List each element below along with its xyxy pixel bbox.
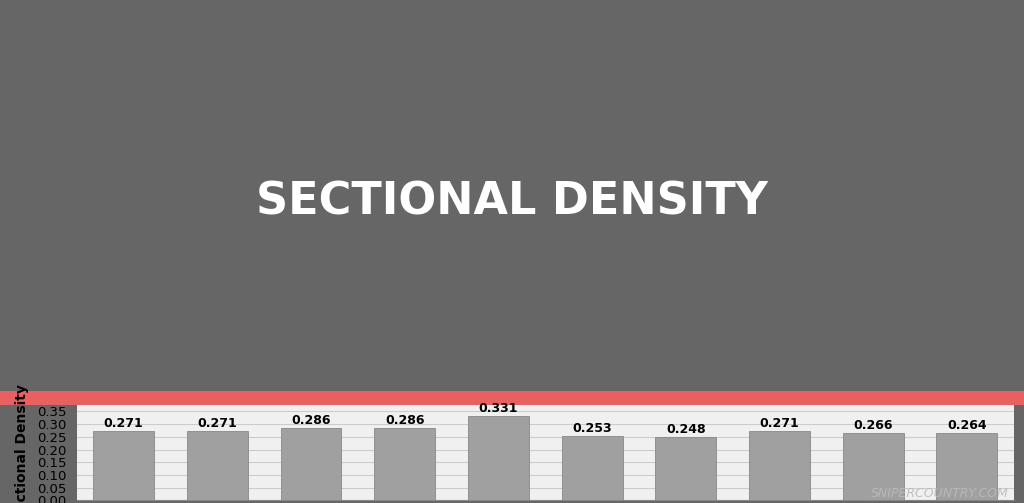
Text: 0.264: 0.264	[947, 419, 987, 432]
Text: 0.266: 0.266	[853, 418, 893, 432]
Text: SNIPERCOUNTRY.COM: SNIPERCOUNTRY.COM	[871, 486, 1009, 499]
Bar	[750, 432, 810, 500]
Text: 0.248: 0.248	[666, 423, 706, 436]
Bar	[93, 432, 154, 500]
Text: 0.271: 0.271	[760, 417, 800, 431]
Text: SECTIONAL DENSITY: SECTIONAL DENSITY	[256, 181, 768, 224]
Bar	[375, 428, 435, 500]
Text: 0.286: 0.286	[385, 413, 425, 427]
Text: 0.271: 0.271	[198, 417, 238, 431]
Bar	[655, 437, 716, 500]
Text: 0.286: 0.286	[291, 413, 331, 427]
Text: 0.253: 0.253	[572, 422, 612, 435]
Text: 0.271: 0.271	[103, 417, 143, 431]
Bar	[468, 416, 528, 500]
Bar	[937, 433, 997, 500]
Bar	[562, 436, 623, 500]
Bar	[843, 433, 903, 500]
Bar	[187, 432, 248, 500]
Bar	[281, 428, 341, 500]
Y-axis label: Sectional Density: Sectional Density	[14, 384, 29, 503]
Text: 0.331: 0.331	[478, 402, 518, 415]
